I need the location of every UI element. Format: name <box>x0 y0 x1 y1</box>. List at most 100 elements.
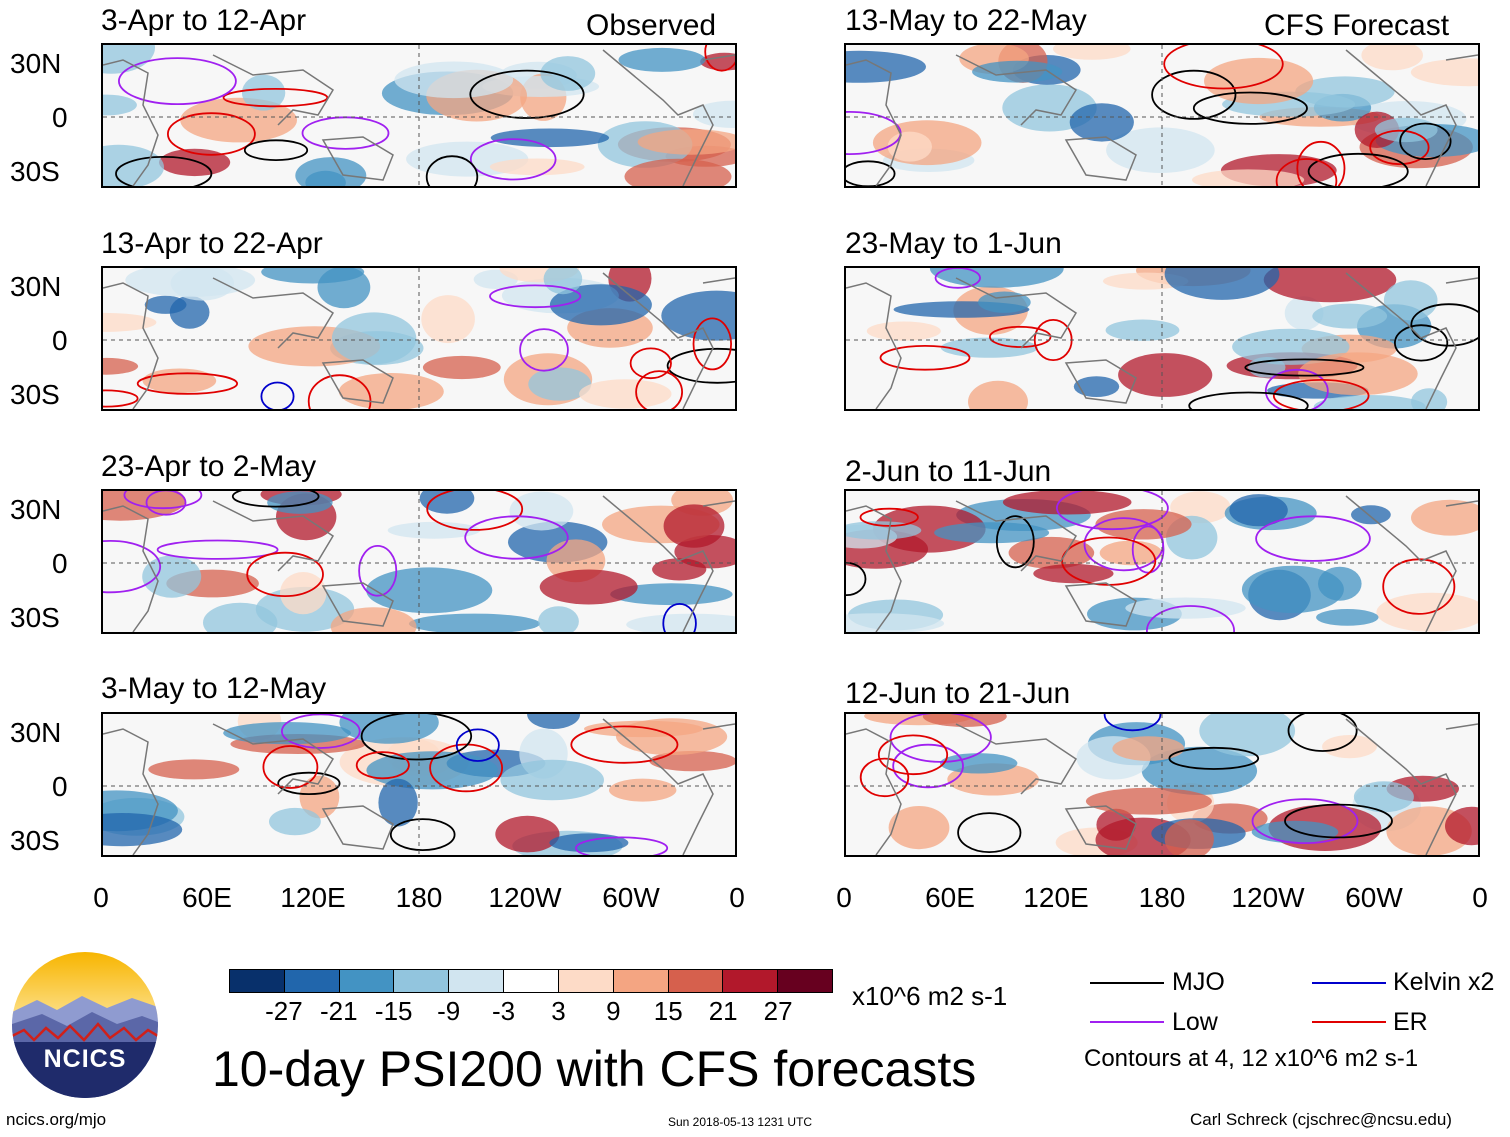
panel-title-forecast-3: 2-Jun to 11-Jun <box>845 455 1052 488</box>
contour-line <box>429 743 504 793</box>
anomaly-blob <box>338 373 444 409</box>
contour-line <box>692 317 732 371</box>
lon-tick: 180 <box>1138 882 1186 913</box>
contour-line <box>1284 803 1393 839</box>
anomaly-blob <box>1095 509 1192 540</box>
colorbar-tick-label: -27 <box>265 996 303 1026</box>
anomaly-blob <box>421 295 475 344</box>
ncics-logo[interactable]: NCICS <box>12 952 158 1098</box>
anomaly-blob <box>1316 609 1379 626</box>
anomaly-blob <box>490 128 610 148</box>
lon-tick: 0 <box>836 882 852 913</box>
anomaly-blob <box>549 284 652 326</box>
anomaly-blob <box>1251 820 1339 844</box>
anomaly-blob <box>846 613 945 632</box>
anomaly-blob <box>103 312 157 332</box>
lon-tick: 60W <box>1345 882 1403 913</box>
coastline <box>846 718 1478 855</box>
anomaly-blob <box>387 521 481 539</box>
contour-line <box>988 325 1052 348</box>
colorbar-tick-label: -15 <box>374 996 413 1026</box>
anomaly-blob <box>1411 499 1478 536</box>
anomaly-blob <box>1170 491 1231 524</box>
anomaly-blob <box>331 312 417 365</box>
colorbar-cell <box>613 970 669 992</box>
contour-line <box>1103 714 1162 732</box>
lon-tick: 120W <box>1231 882 1305 913</box>
anomaly-blob <box>267 491 333 514</box>
colorbar-tick-label: -21 <box>320 996 358 1026</box>
contour-line <box>156 539 279 560</box>
contour-line <box>1369 129 1430 165</box>
anomaly-blob <box>846 50 926 83</box>
map-panel-observed-1 <box>101 43 737 188</box>
anomaly-field <box>846 45 1478 186</box>
contour-line <box>859 757 910 798</box>
anomaly-blob <box>1118 353 1213 397</box>
legend-label-kelvin: Kelvin x2 <box>1393 968 1495 996</box>
anomaly-blob <box>663 504 725 548</box>
lat-tick: 0 <box>52 771 68 802</box>
colorbar-cell <box>449 970 505 992</box>
anomaly-blob <box>419 491 475 514</box>
footer-link[interactable]: ncics.org/mjo <box>6 1110 107 1129</box>
colorbar-tick-label: 3 <box>551 996 566 1026</box>
contour-line <box>489 284 582 309</box>
contour-line <box>1131 525 1165 574</box>
anomaly-blob <box>1383 280 1438 321</box>
contour-line <box>1287 714 1358 752</box>
colorbar-cell <box>558 970 614 992</box>
contour-line <box>1275 158 1338 186</box>
coastline <box>103 272 735 409</box>
coastline <box>846 495 1478 632</box>
contour-line <box>469 138 557 181</box>
lat-tick: 30N <box>10 271 62 302</box>
contour-line <box>666 347 735 384</box>
anomaly-blob <box>1298 352 1418 396</box>
anomaly-blob <box>1096 808 1136 841</box>
anomaly-blob <box>940 753 1018 774</box>
anomaly-blob <box>1085 787 1212 815</box>
colorbar-cell <box>504 970 559 992</box>
anomaly-blob <box>1008 536 1095 569</box>
anomaly-blob <box>693 100 735 128</box>
lat-tick: 30N <box>10 48 62 79</box>
legend-label-mjo: MJO <box>1172 968 1225 996</box>
contour-line <box>281 714 361 749</box>
forecast-label: CFS Forecast <box>1264 9 1450 42</box>
contour-line <box>360 714 473 761</box>
anomaly-blob <box>241 74 286 111</box>
anomaly-blob <box>618 47 706 72</box>
contour-line <box>1399 122 1452 160</box>
anomaly-blob <box>609 778 677 802</box>
anomaly-blob <box>305 170 346 186</box>
colorbar-cell <box>723 970 779 992</box>
contour-line <box>662 603 697 632</box>
lat-tick: 30S <box>10 156 60 187</box>
anomaly-blob <box>1353 781 1414 813</box>
anomaly-blob <box>579 379 672 409</box>
anomaly-blob <box>610 583 733 606</box>
legend-line-er <box>1312 1021 1386 1023</box>
anomaly-blob <box>1141 746 1258 795</box>
contour-line <box>103 389 139 408</box>
colorbar-cell <box>284 970 340 992</box>
anomaly-field <box>103 714 735 855</box>
anomaly-blob <box>1125 597 1246 619</box>
anomaly-blob <box>500 759 604 801</box>
contour-line <box>934 268 981 289</box>
anomaly-blob <box>1002 491 1132 515</box>
anomaly-blob <box>1361 45 1423 71</box>
contour-line <box>1192 91 1308 125</box>
lat-tick: 30S <box>10 825 60 856</box>
panel-title-observed-4: 3-May to 12-May <box>101 672 327 705</box>
anomaly-blob <box>269 807 321 836</box>
anomaly-blob <box>700 52 735 71</box>
anomaly-blob <box>972 60 1063 83</box>
map-panel-forecast-3 <box>844 489 1480 634</box>
colorbar <box>229 969 833 993</box>
anomaly-blob <box>366 567 493 614</box>
legend-line-mjo <box>1090 982 1164 984</box>
anomaly-blob <box>1232 328 1350 365</box>
anomaly-blob <box>103 813 183 847</box>
